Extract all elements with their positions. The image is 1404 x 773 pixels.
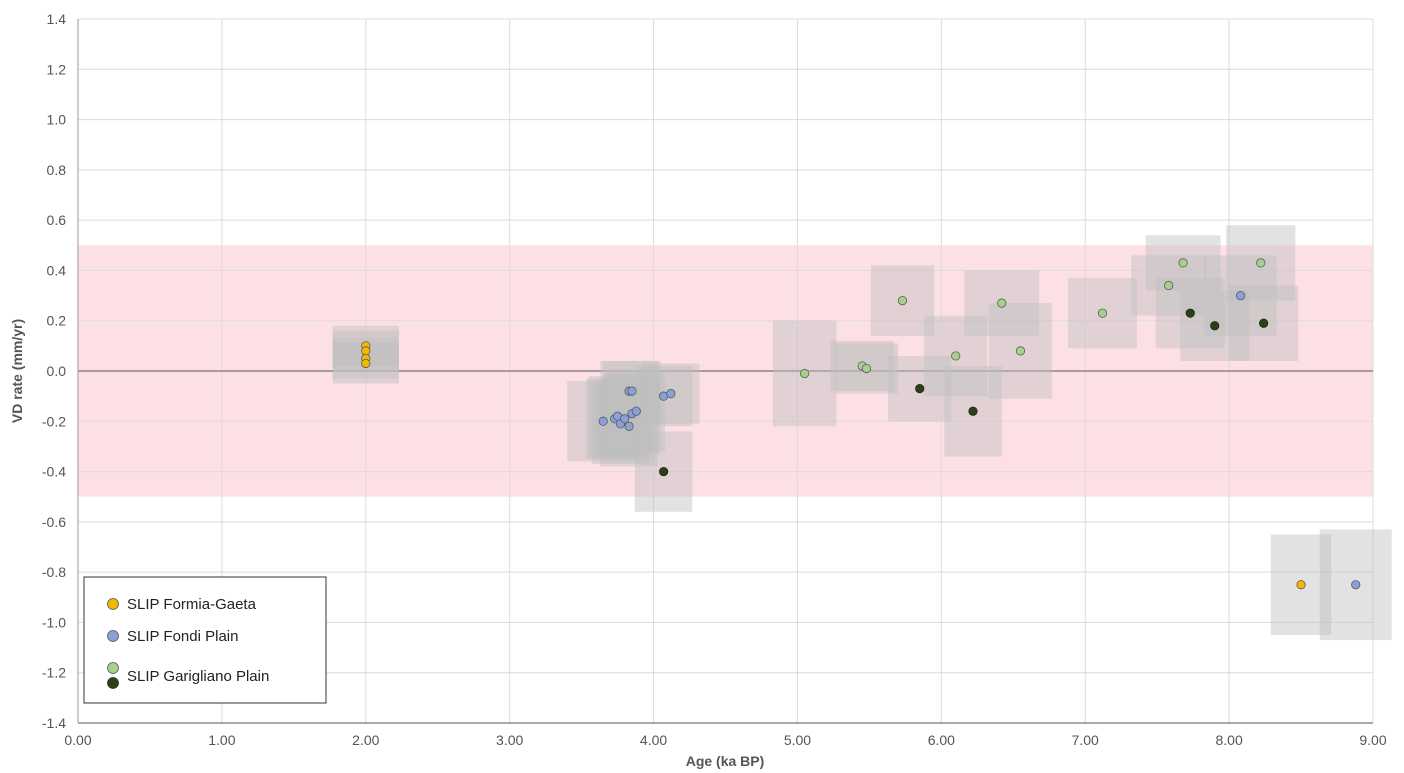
legend-label-formia: SLIP Formia-Gaeta — [127, 596, 257, 613]
legend: SLIP Formia-Gaeta SLIP Fondi Plain SLIP … — [83, 576, 327, 704]
y-tick-label: -0.6 — [42, 514, 66, 530]
legend-label-fondi: SLIP Fondi Plain — [127, 628, 238, 645]
y-tick-label: -0.4 — [42, 464, 66, 480]
data-point — [627, 386, 637, 396]
data-point — [1236, 290, 1246, 301]
data-point — [1178, 258, 1188, 268]
y-tick-label: -1.4 — [42, 715, 66, 731]
y-tick-label: 1.2 — [47, 61, 67, 77]
error-box-layer — [332, 225, 1392, 641]
legend-marker-formia — [107, 598, 119, 610]
legend-marker-garigliano-light — [107, 662, 119, 674]
x-tick-label: 8.00 — [1215, 732, 1242, 748]
data-point — [951, 351, 961, 361]
data-point — [1185, 308, 1195, 318]
x-tick-label: 9.00 — [1359, 732, 1386, 748]
y-tick-label: 1.4 — [47, 11, 67, 27]
y-tick-label: 0.0 — [47, 363, 67, 379]
data-point — [1210, 321, 1220, 331]
data-point — [659, 466, 669, 477]
data-point — [1351, 580, 1361, 590]
data-point — [361, 346, 371, 356]
data-point — [897, 295, 908, 306]
x-tick-label: 3.00 — [496, 732, 523, 748]
data-point — [1097, 308, 1108, 318]
axis-layer — [77, 19, 1373, 724]
x-tick-label: 7.00 — [1072, 732, 1099, 748]
y-tick-label: 1.0 — [47, 112, 67, 128]
data-point — [1256, 258, 1266, 268]
data-point — [968, 406, 978, 416]
data-point — [800, 368, 810, 379]
data-point — [861, 363, 872, 374]
data-point — [666, 389, 676, 399]
data-point — [361, 358, 371, 369]
legend-marker-fondi — [107, 630, 119, 642]
y-tick-label: 0.6 — [47, 212, 67, 228]
data-point — [598, 416, 608, 426]
data-point — [1296, 580, 1306, 590]
data-point — [915, 383, 925, 394]
y-tick-label: 0.4 — [47, 262, 67, 278]
data-point — [631, 406, 641, 416]
y-tick-label: 0.2 — [47, 313, 67, 329]
data-point — [1015, 346, 1026, 356]
x-axis-title: Age (ka BP) — [686, 753, 765, 769]
data-point — [620, 414, 630, 424]
y-tick-label: -1.0 — [42, 614, 66, 630]
data-point — [1164, 280, 1174, 291]
y-tick-label: -0.8 — [42, 564, 66, 580]
x-tick-label: 1.00 — [208, 732, 235, 748]
y-tick-label: -0.2 — [42, 413, 66, 429]
legend-label-garigliano: SLIP Garigliano Plain — [127, 668, 269, 685]
x-tick-label: 4.00 — [640, 732, 667, 748]
x-tick-label: 0.00 — [64, 732, 91, 748]
x-tick-label: 6.00 — [928, 732, 955, 748]
y-axis-title: VD rate (mm/yr) — [9, 319, 25, 423]
y-tick-label: -1.2 — [42, 665, 66, 681]
legend-marker-garigliano-dark — [107, 677, 119, 689]
y-tick-label: 0.8 — [47, 162, 67, 178]
x-tick-label: 2.00 — [352, 732, 379, 748]
data-point — [997, 298, 1007, 308]
tick-label-layer: 0.00 1.00 2.00 3.00 4.00 5.00 6.00 7.00 8.00 9.00… — [42, 11, 1387, 748]
legend-box — [83, 576, 327, 704]
data-point — [1259, 318, 1269, 328]
point-layer — [361, 258, 1361, 590]
x-tick-label: 5.00 — [784, 732, 811, 748]
data-point — [624, 421, 634, 431]
